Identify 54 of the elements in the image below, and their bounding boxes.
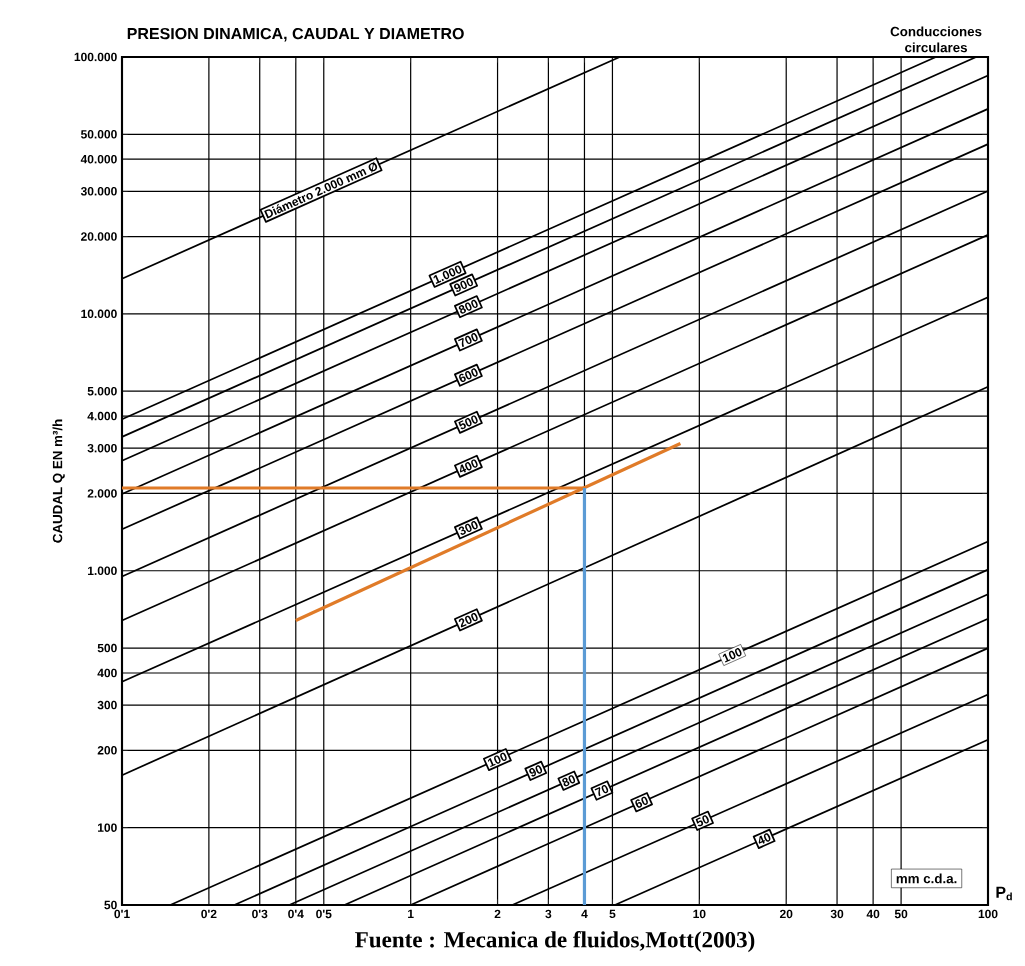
text: 60 [635, 796, 648, 808]
chart-title: PRESION DINAMICA, CAUDAL Y DIAMETRO [127, 27, 464, 42]
text: 300 [458, 521, 478, 535]
source-note: Fuente : Mecanica de fluidos,Mott(2003) [355, 931, 755, 953]
y-tick-label: 30.000 [80, 187, 117, 196]
x-tick-label: 3 [545, 909, 552, 919]
x-tick-label: 10 [693, 909, 706, 919]
y-tick-label: 40.000 [80, 154, 117, 164]
y-axis-title: CAUDAL Q EN m³/h [52, 419, 65, 543]
y-tick-label: 200 [97, 746, 117, 755]
x-tick-label: 4 [581, 909, 588, 918]
x-tick-label: 0'1 [114, 909, 130, 919]
x-tick-label: 100 [978, 909, 998, 919]
text: 500 [458, 415, 478, 430]
legend-label: 800 [458, 299, 478, 314]
text: 70 [594, 785, 609, 797]
x-tick-label: 5 [609, 909, 616, 919]
y-tick-label: 3.000 [87, 443, 117, 453]
x-tick-label: 30 [830, 909, 844, 919]
x-tick-label: 40 [866, 909, 880, 919]
x-tick-label: 50 [894, 909, 908, 919]
y-tick-label: 10.000 [81, 309, 117, 319]
y-tick-label: 500 [97, 643, 117, 653]
x-tick-label: 2 [494, 909, 501, 919]
y-tick-label: 50 [104, 900, 117, 910]
text: 200 [458, 612, 478, 628]
x-axis-title: P$_{d}$ [996, 886, 1012, 901]
text: 700 [458, 333, 478, 348]
y-tick-label: 100.000 [74, 52, 117, 62]
x-tick-label: 1 [408, 909, 414, 918]
text: 400 [459, 459, 478, 473]
y-tick-label: 20.000 [81, 232, 117, 241]
text: 80 [562, 775, 576, 787]
text: 600 [459, 368, 478, 383]
text: 40 [758, 833, 771, 844]
annotation: mm c.d.a. [896, 873, 957, 884]
y-tick-label: 2.000 [87, 489, 117, 498]
y-tick-label: 4.000 [87, 411, 117, 421]
annotation: 100 [722, 648, 742, 663]
text: 90 [529, 765, 543, 777]
x-tick-label: 0'2 [201, 909, 217, 919]
y-tick-label: 400 [97, 668, 117, 678]
y-tick-label: 100 [98, 823, 117, 832]
y-tick-label: 5.000 [87, 386, 117, 396]
y-tick-label: 1.000 [88, 566, 117, 576]
y-tick-label: 300 [97, 700, 117, 710]
y-tick-label: 50.000 [80, 130, 117, 139]
x-tick-label: 0'5 [316, 909, 332, 919]
x-tick-label: 0'4 [288, 909, 304, 919]
text: 50 [695, 815, 709, 827]
text: 100 [487, 752, 507, 768]
text: Conducciones circulares [890, 26, 982, 53]
x-tick-label: 20 [779, 909, 793, 919]
x-tick-label: 0'3 [252, 909, 268, 919]
